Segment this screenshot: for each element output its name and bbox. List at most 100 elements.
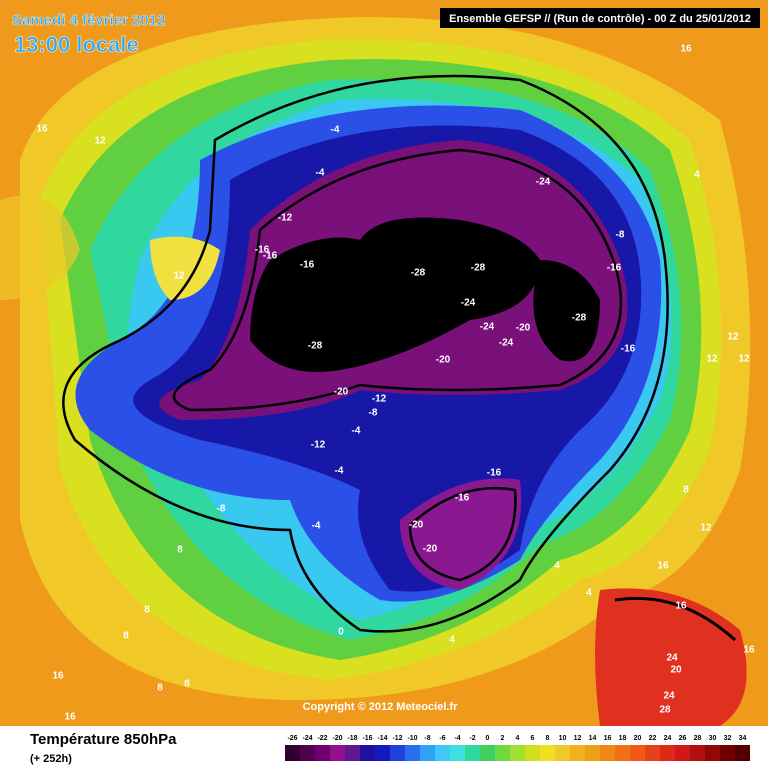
contour-label: 8 <box>144 605 150 616</box>
contour-label: -20 <box>409 520 424 531</box>
isotherms <box>62 74 737 642</box>
contour-label: -4 <box>316 168 325 179</box>
legend-swatch <box>735 745 750 761</box>
legend-swatch <box>585 745 600 761</box>
contour-label: 4 <box>449 635 455 646</box>
contour-label: 8 <box>123 631 129 642</box>
legend-label: 6 <box>531 735 535 742</box>
legend-label: -22 <box>317 735 327 742</box>
legend-label: 20 <box>634 735 642 742</box>
contour-label: -4 <box>352 426 361 437</box>
contour-label: -28 <box>572 313 587 324</box>
legend-label: 22 <box>649 735 657 742</box>
legend-swatch <box>570 745 585 761</box>
legend-swatch <box>495 745 510 761</box>
legend-swatch <box>450 745 465 761</box>
legend-swatch <box>600 745 615 761</box>
legend-label: -8 <box>424 735 430 742</box>
contour-label: -8 <box>616 230 625 241</box>
contour-label: -24 <box>461 298 476 309</box>
legend-swatch <box>360 745 375 761</box>
contour-label: 28 <box>659 705 671 716</box>
contour-label: 12 <box>727 332 739 343</box>
copyright: Copyright © 2012 Meteociel.fr <box>303 701 459 713</box>
legend-swatch <box>615 745 630 761</box>
contour-label: -20 <box>334 387 349 398</box>
contour-label: 16 <box>52 671 64 682</box>
contour-label: -4 <box>331 125 340 136</box>
contour-label: 12 <box>700 523 712 534</box>
contour-label: 16 <box>680 44 692 55</box>
contour-label: -24 <box>499 338 514 349</box>
legend-label: 10 <box>559 735 567 742</box>
contour-label: -8 <box>217 504 226 515</box>
contour-label: 12 <box>738 354 750 365</box>
legend-swatch <box>315 745 330 761</box>
legend-swatch <box>555 745 570 761</box>
contour-label: -20 <box>436 355 451 366</box>
contour-label: -16 <box>487 468 502 479</box>
contour-label: -4 <box>335 466 344 477</box>
contour-label: -16 <box>263 251 278 262</box>
date: Samedi 4 février 2012 <box>12 12 165 29</box>
contour-labels: -4-4-12-16-16-16-28 -28-24-8-16-24-24 -20-… <box>36 44 755 723</box>
contour-label: -28 <box>471 263 486 274</box>
contour-label: 16 <box>743 645 755 656</box>
legend-swatch <box>300 745 315 761</box>
contour-label: -12 <box>311 440 326 451</box>
legend-label: 2 <box>501 735 505 742</box>
contour-label: 24 <box>663 691 675 702</box>
legend-swatch <box>705 745 720 761</box>
contour-label: -20 <box>516 323 531 334</box>
legend-label: 0 <box>486 735 490 742</box>
legend-swatch <box>630 745 645 761</box>
contour-label: -24 <box>480 322 495 333</box>
contour-label: -12 <box>278 213 293 224</box>
legend-label: 26 <box>679 735 687 742</box>
temperature-field <box>0 17 751 726</box>
contour-label: -8 <box>369 408 378 419</box>
contour-label: 4 <box>554 561 560 572</box>
legend-label: -24 <box>302 735 312 742</box>
legend-swatch <box>405 745 420 761</box>
contour-label: 12 <box>706 354 718 365</box>
legend-swatch <box>480 745 495 761</box>
contour-label: -16 <box>455 493 470 504</box>
contour-label: -16 <box>607 263 622 274</box>
contour-label: -16 <box>300 260 315 271</box>
contour-label: 4 <box>586 588 592 599</box>
contour-label: 8 <box>157 683 163 694</box>
model-run: Ensemble GEFSP // (Run de contrôle) - 00… <box>449 13 751 25</box>
legend-label: 30 <box>709 735 717 742</box>
legend-label: 8 <box>546 735 550 742</box>
legend-label: -26 <box>287 735 297 742</box>
time: 13:00 locale <box>14 32 139 57</box>
lead-time: (+ 252h) <box>30 753 72 765</box>
legend-swatch <box>540 745 555 761</box>
contour-label: 16 <box>36 124 48 135</box>
contour-label: -28 <box>411 268 426 279</box>
contour-label: 16 <box>657 561 669 572</box>
variable: Température 850hPa <box>30 731 177 748</box>
legend-label: -14 <box>377 735 387 742</box>
legend-swatch <box>675 745 690 761</box>
contour-label: 8 <box>184 679 190 690</box>
contour-label: 20 <box>670 665 682 676</box>
legend-label: -16 <box>362 735 372 742</box>
legend-label: -4 <box>454 735 460 742</box>
legend-swatch <box>720 745 735 761</box>
contour-label: -4 <box>312 521 321 532</box>
legend-swatch <box>525 745 540 761</box>
legend-swatch <box>345 745 360 761</box>
contour-label: -16 <box>621 344 636 355</box>
legend-label: -10 <box>407 735 417 742</box>
contour-label: 12 <box>94 136 106 147</box>
legend-label: 28 <box>694 735 702 742</box>
contour-label: 0 <box>338 627 344 638</box>
legend-swatch <box>285 745 300 761</box>
contour-label: 8 <box>683 485 689 496</box>
legend-label: -12 <box>392 735 402 742</box>
contour-label: 12 <box>173 271 185 282</box>
contour-label: -20 <box>423 544 438 555</box>
